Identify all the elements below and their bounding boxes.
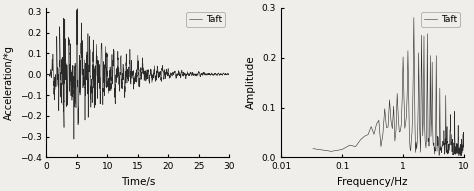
Taft (461, 140, 467, 142)
Taft (328, 150, 334, 152)
Legend: Taft: Taft (186, 12, 225, 27)
Line: Taft: Taft (46, 9, 229, 139)
Line: Taft: Taft (313, 18, 464, 156)
Taft (128, 65, 134, 68)
Y-axis label: Amplitude: Amplitude (246, 56, 256, 109)
Taft (74, 8, 80, 10)
Taft (65, 70, 71, 72)
Y-axis label: Acceleration/*g: Acceleration/*g (4, 45, 14, 120)
Taft (58, 73, 64, 75)
Legend: Taft: Taft (421, 12, 460, 27)
Taft (411, 16, 417, 19)
X-axis label: Frequency/Hz: Frequency/Hz (337, 177, 408, 187)
Taft (148, 68, 154, 70)
Taft (459, 145, 465, 148)
Taft (458, 155, 464, 157)
Taft (457, 152, 463, 154)
Taft (447, 128, 453, 130)
Taft (310, 147, 316, 150)
Taft (448, 113, 454, 116)
Taft (448, 133, 454, 136)
Taft (227, 73, 232, 75)
Taft (71, 138, 77, 140)
Taft (121, 81, 127, 83)
Taft (125, 71, 131, 73)
Taft (44, 73, 49, 75)
X-axis label: Time/s: Time/s (121, 177, 155, 187)
